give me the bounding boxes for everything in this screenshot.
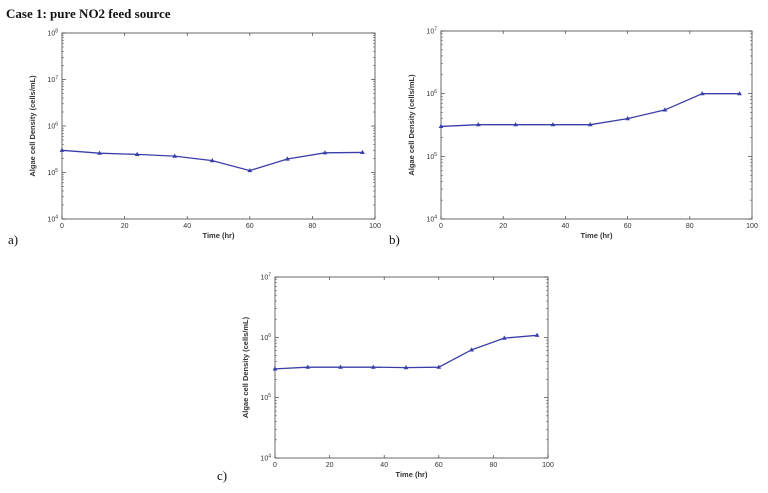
x-tick-label: 60 [624,223,632,230]
x-tick-label: 100 [542,462,554,469]
data-point-marker [59,147,65,152]
x-tick-label: 60 [435,462,443,469]
data-point-marker [209,158,215,163]
series-line [274,334,538,370]
data-point-marker [625,116,630,121]
y-tick-label: 107 [47,75,58,84]
x-tick-label: 60 [246,223,254,230]
y-tick-label: 105 [260,393,271,402]
y-tick-label: 106 [47,122,58,131]
data-point-marker [338,364,343,369]
chart-panel-1: 0 20 40 60 80 100 104 105 106 107 Time (hr) Algae c… [407,27,758,241]
y-tick-label: 104 [260,454,271,463]
y-tick-label: 104 [426,215,437,224]
x-tick-label: 80 [309,223,317,230]
y-tick-label: 106 [260,333,271,342]
x-tick-label: 40 [562,223,570,230]
x-tick-label: 100 [746,223,758,230]
data-point-marker [284,156,290,161]
y-tick-label: 107 [260,273,271,282]
x-tick-label: 20 [121,223,129,230]
x-tick-label: 0 [60,223,64,230]
chart-panel-0: 0 20 40 60 80 100 104 105 106 107 108 Time (hr) Alga… [28,29,381,241]
data-point-marker [305,364,311,369]
data-point-marker [97,150,102,155]
x-tick-label: 20 [326,462,334,469]
chart-panel-2: 0 20 40 60 80 100 104 105 106 107 Time (hr) Algae c… [241,273,554,480]
x-axis-title: Time (hr) [396,470,428,479]
y-tick-label: 104 [47,215,58,224]
series-line [440,93,740,128]
data-point-marker [438,123,444,129]
page-heading: Case 1: pure NO2 feed source [6,6,171,21]
data-point-marker [513,122,519,127]
panel-c-label: c) [217,468,228,483]
data-point-marker [699,91,705,96]
data-point-marker [469,347,474,352]
data-point-marker [360,149,365,155]
y-tick-label: 108 [47,29,58,38]
x-tick-label: 100 [369,223,381,230]
y-tick-label: 106 [426,89,437,98]
data-point-marker [475,122,481,127]
data-point-marker [501,335,507,340]
data-point-marker [662,107,668,112]
data-point-marker [737,91,742,96]
plot-frame [61,32,376,220]
data-point-marker [534,332,540,337]
y-axis-title: Algae cell Density (cells/mL) [28,75,37,177]
x-axis-title: Time (hr) [203,231,235,240]
data-point-marker [370,364,376,369]
data-point-marker [272,366,278,371]
y-tick-label: 107 [426,27,437,36]
x-tick-label: 80 [490,462,498,469]
x-tick-label: 40 [380,462,388,469]
data-point-marker [322,150,328,155]
x-tick-label: 0 [273,462,277,469]
x-tick-label: 80 [686,223,694,230]
x-tick-label: 0 [439,223,443,230]
y-axis-title: Algae cell Density (cells/mL) [241,316,250,418]
data-point-marker [403,365,409,370]
y-tick-label: 105 [47,168,58,177]
panel-a-label: a) [8,232,19,247]
y-axis-title: Algae cell Density (cells/mL) [407,74,416,176]
data-point-marker [247,167,253,173]
panel-b-label: b) [389,232,400,247]
data-point-marker [550,122,556,127]
x-axis-title: Time (hr) [581,231,613,240]
y-tick-label: 105 [426,152,437,161]
x-tick-label: 20 [499,223,507,230]
data-point-marker [172,153,178,158]
data-point-marker [587,122,593,127]
x-tick-label: 40 [183,223,191,230]
data-point-marker [134,151,140,157]
data-point-marker [436,364,442,369]
